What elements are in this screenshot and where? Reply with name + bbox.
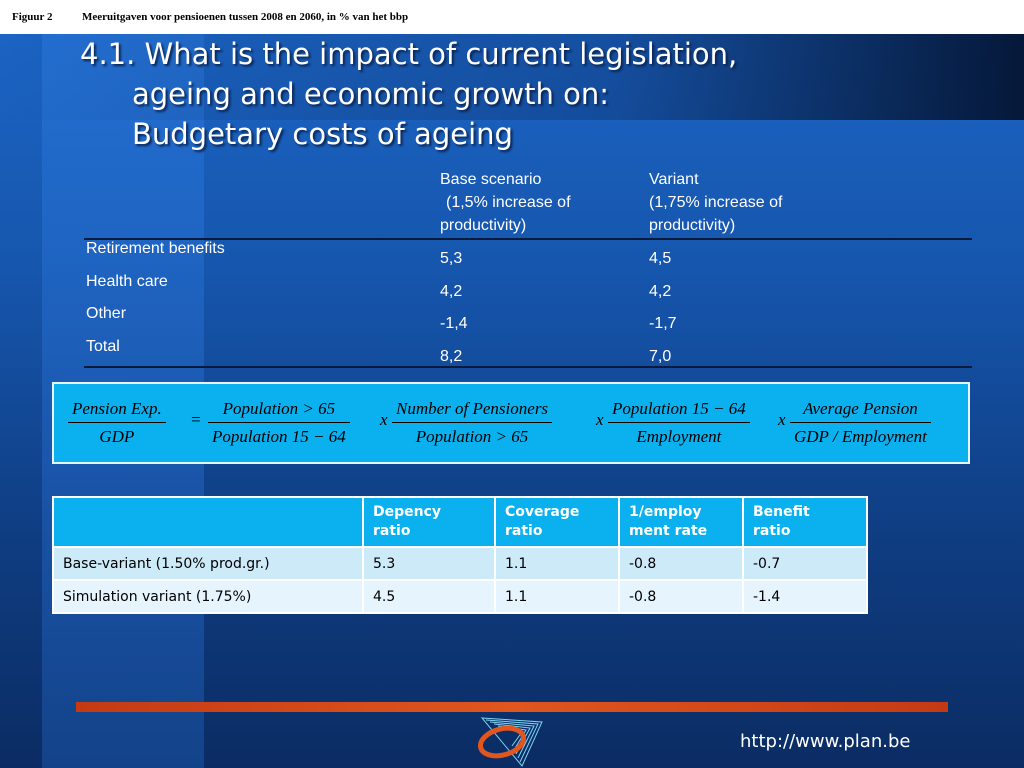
title-band: [0, 34, 1024, 120]
formula-fraction-benefit: Average Pension GDP / Employment: [790, 396, 931, 451]
table-row: Retirement benefits 5,3 4,5: [84, 240, 972, 272]
header-benefit-ratio: Benefit ratio: [742, 496, 868, 548]
table-row: Total 8,2 7,0: [84, 338, 972, 370]
decomposition-table: Depency ratio Coverage ratio 1/employ me…: [52, 496, 868, 614]
table-row: Base-variant (1.50% prod.gr.) 5.3 1.1 -0…: [52, 546, 868, 581]
benefit-value: -0.7: [742, 546, 868, 581]
footer-url[interactable]: http://www.plan.be: [740, 731, 911, 752]
slide-title-line-2: ageing and economic growth on:: [132, 77, 609, 111]
formula-times: x: [596, 410, 604, 429]
table-header-row: Depency ratio Coverage ratio 1/employ me…: [52, 496, 868, 548]
header-employment-rate: 1/employ ment rate: [618, 496, 744, 548]
base-value: 5,3: [440, 250, 463, 267]
base-value: 8,2: [440, 348, 463, 365]
figure-caption: Figuur 2 Meeruitgaven voor pensioenen tu…: [0, 0, 1024, 34]
variant-value: 4,2: [649, 283, 672, 300]
formula-fraction-employment: Population 15 − 64 Employment: [608, 396, 750, 451]
slide-title-line-1: 4.1. What is the impact of current legis…: [80, 37, 738, 71]
row-label: Other: [86, 305, 127, 322]
slide-title-line-3: Budgetary costs of ageing: [132, 117, 513, 151]
formula-times: x: [778, 410, 786, 429]
dependency-value: 4.5: [362, 579, 496, 614]
row-label: Health care: [86, 273, 168, 290]
row-label: Retirement benefits: [86, 240, 225, 257]
table-row: Other -1,4 -1,7: [84, 305, 972, 337]
pension-formula-box: Pension Exp. GDP = Population > 65 Popul…: [52, 382, 970, 464]
formula-fraction-dependency: Population > 65 Population 15 − 64: [208, 396, 350, 451]
coverage-value: 1.1: [494, 546, 620, 581]
figure-caption-text: Meeruitgaven voor pensioenen tussen 2008…: [82, 11, 409, 23]
header-empty: [52, 496, 364, 548]
base-value: 4,2: [440, 283, 463, 300]
formula-fraction-coverage: Number of Pensioners Population > 65: [392, 396, 553, 451]
footer-red-bar: [76, 702, 948, 712]
planning-bureau-logo-icon: [477, 717, 543, 767]
formula-fraction-pension-gdp: Pension Exp. GDP: [68, 396, 166, 451]
table-bottom-rule: [84, 366, 972, 368]
table-row: Health care 4,2 4,2: [84, 273, 972, 305]
row-label: Simulation variant (1.75%): [52, 579, 364, 614]
formula-times: x: [380, 410, 388, 429]
dependency-value: 5.3: [362, 546, 496, 581]
header-dependency-ratio: Depency ratio: [362, 496, 496, 548]
table-row: Simulation variant (1.75%) 4.5 1.1 -0.8 …: [52, 579, 868, 614]
employment-value: -0.8: [618, 579, 744, 614]
base-value: -1,4: [440, 315, 468, 332]
formula-equals: =: [190, 410, 202, 429]
benefit-value: -1.4: [742, 579, 868, 614]
variant-value: 7,0: [649, 348, 672, 365]
row-label: Total: [86, 338, 120, 355]
slide-title: 4.1. What is the impact of current legis…: [80, 34, 940, 154]
header-base-scenario: Base scenario (1,5% increase of producti…: [440, 171, 571, 234]
header-coverage-ratio: Coverage ratio: [494, 496, 620, 548]
employment-value: -0.8: [618, 546, 744, 581]
coverage-value: 1.1: [494, 579, 620, 614]
budget-costs-header: Base scenario (1,5% increase of producti…: [84, 168, 972, 240]
variant-value: -1,7: [649, 315, 677, 332]
figure-caption-label: Figuur 2: [12, 11, 53, 23]
variant-value: 4,5: [649, 250, 672, 267]
header-variant: Variant (1,75% increase of productivity): [649, 171, 783, 234]
row-label: Base-variant (1.50% prod.gr.): [52, 546, 364, 581]
